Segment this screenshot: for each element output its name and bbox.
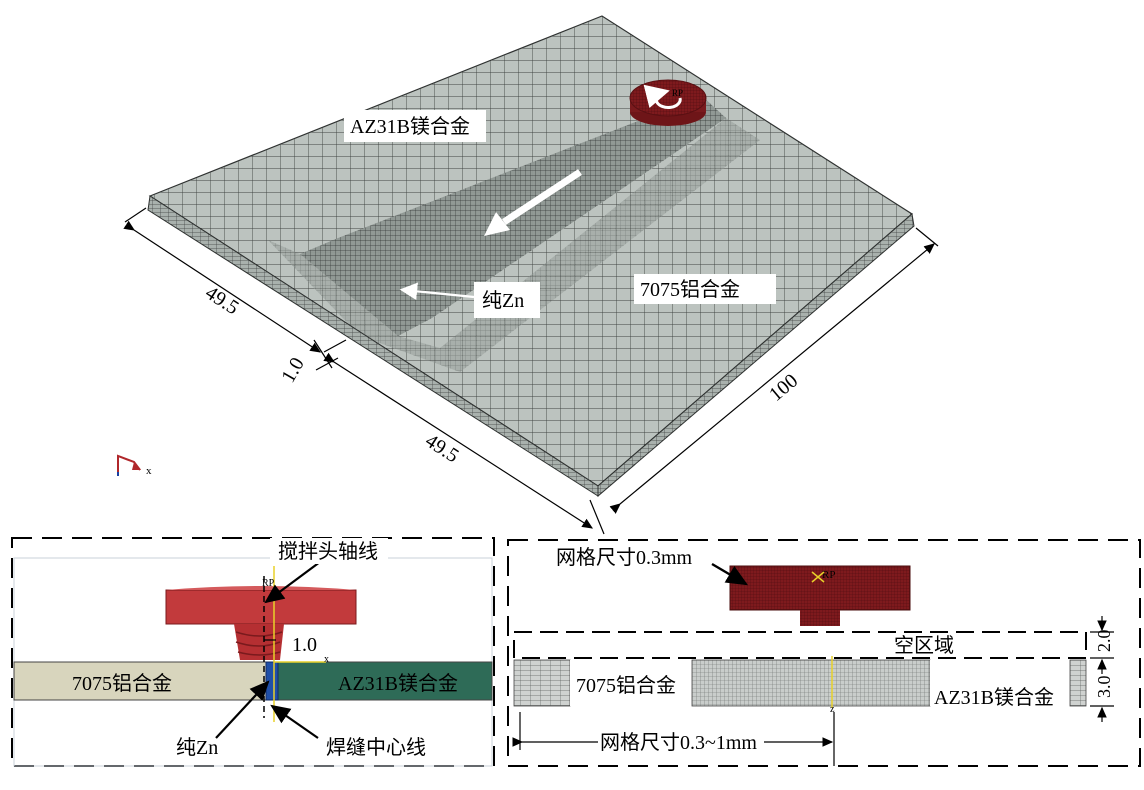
rotation-arrow-icon <box>643 84 682 109</box>
dim-49-5-top: 49.5 <box>201 282 242 320</box>
dim-1-0: 1.0 <box>277 354 309 387</box>
al7075-plate-left <box>13 661 267 701</box>
dim-49-5-bottom: 49.5 <box>421 430 462 468</box>
rp-label: RP <box>672 88 683 98</box>
pure-zn-label-3d: 纯Zn <box>482 289 524 312</box>
plate-mesh-coarse-left <box>513 659 571 707</box>
az31b-label-left: AZ31B镁合金 <box>338 672 458 695</box>
mesh-size-plate-label: 网格尺寸0.3~1mm <box>600 731 757 754</box>
triad-x-label: x <box>146 465 152 477</box>
dim-100: 100 <box>765 370 802 406</box>
al7075-label-3d: 7075铝合金 <box>640 278 740 301</box>
al7075-label-left: 7075铝合金 <box>72 672 172 695</box>
stir-tool-3d: RP <box>629 79 707 126</box>
plate-mesh-coarse-right <box>1069 659 1087 707</box>
tool-mesh-right: RP <box>729 565 911 626</box>
plate-3d-view: RP AZ31B镁合金 纯Zn 7075铝合金 <box>117 15 939 535</box>
thickness-dims <box>1090 616 1114 722</box>
az31b-plate-left <box>277 661 493 701</box>
zn-strip-left <box>265 661 279 701</box>
al7075-label-right: 7075铝合金 <box>576 674 676 697</box>
tool-profile-left <box>165 586 357 660</box>
dim-2-0: 2.0 <box>1094 630 1114 653</box>
right-mesh-panel: RP 网格尺寸0.3mm 空区域 z 7075铝合金 AZ31B镁合金 2.0 … <box>507 539 1141 767</box>
rp-label-left: RP <box>262 578 275 589</box>
pure-zn-label-left: 纯Zn <box>176 736 218 759</box>
rp-label-right: RP <box>822 569 835 581</box>
axis-x-left: x <box>324 654 329 665</box>
weld-direction-arrow <box>484 169 582 236</box>
empty-region-label: 空区域 <box>894 634 954 657</box>
mesh-size-tool-label: 网格尺寸0.3mm <box>556 546 693 569</box>
plate-top-face <box>148 15 914 487</box>
left-cross-section-panel: x RP 1.0 搅拌头轴线 7075铝合金 AZ31B镁合金 纯Zn 焊缝中心… <box>11 537 495 767</box>
coordinate-triad-icon: x <box>117 454 152 477</box>
dimension-lines <box>123 207 939 535</box>
weld-transition-band <box>268 118 760 372</box>
az31b-label-right: AZ31B镁合金 <box>934 686 1054 709</box>
offset-label: 1.0 <box>292 634 317 656</box>
az31b-label-3d: AZ31B镁合金 <box>350 115 470 138</box>
axis-z-right: z <box>830 704 835 715</box>
dim-3-0: 3.0 <box>1094 676 1114 699</box>
zn-pointer-arrow <box>399 282 475 301</box>
plate-mesh-fine-center <box>691 659 931 707</box>
tool-axis-label: 搅拌头轴线 <box>278 540 378 563</box>
weld-center-label: 焊缝中心线 <box>326 736 426 759</box>
